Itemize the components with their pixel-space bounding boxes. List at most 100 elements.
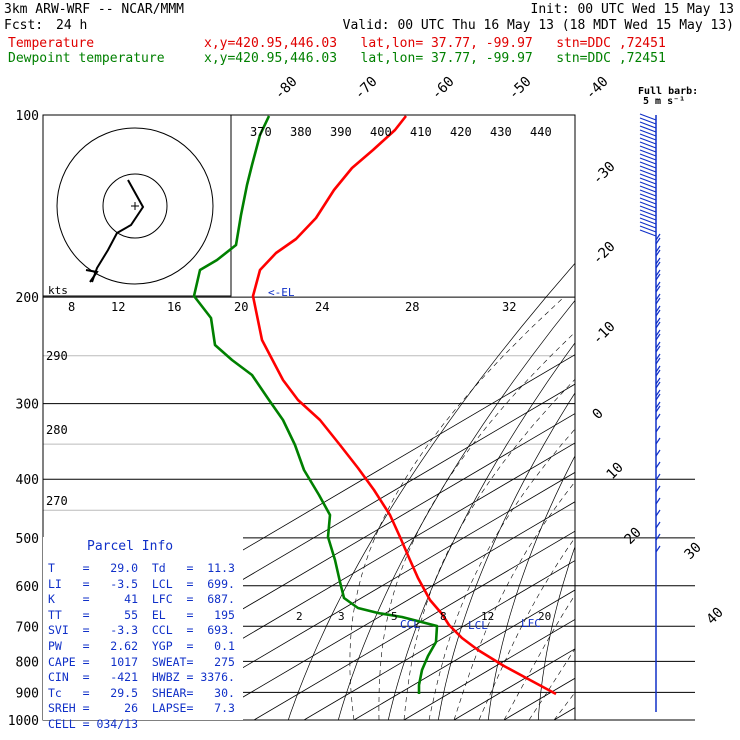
wind-barb	[639, 165, 657, 173]
wind-barb	[655, 401, 661, 409]
moist-adiabat	[403, 378, 575, 720]
isotherm-label: -70	[352, 74, 381, 103]
moist-adiabat	[579, 297, 740, 720]
wind-barb	[655, 257, 661, 265]
hodograph-arrow	[85, 269, 99, 283]
pressure-tick-label: 500	[16, 532, 39, 547]
pressure-tick-label: 300	[16, 398, 39, 413]
isotherm-label: -50	[506, 74, 535, 103]
wind-barb	[655, 245, 661, 253]
wind-barb	[639, 197, 657, 205]
dry-adiabat	[733, 115, 740, 720]
hodograph-speed-label: 16	[167, 300, 181, 314]
wind-barb	[639, 121, 657, 129]
wind-barb	[639, 185, 657, 193]
wind-barb	[655, 369, 661, 377]
wind-barb	[639, 193, 657, 201]
isotherm-label: -30	[590, 159, 619, 188]
wind-barb	[639, 157, 657, 165]
location-info-dew: x,y=420.95,446.03 lat,lon= 37.77, -99.97…	[204, 51, 666, 66]
wind-barb	[655, 333, 661, 341]
wind-barb	[655, 321, 661, 329]
wind-barb	[639, 129, 657, 137]
wind-barb	[639, 169, 657, 177]
parcel-info-title: Parcel Info	[87, 539, 174, 554]
wind-barb	[639, 189, 657, 197]
wind-barb	[655, 269, 661, 277]
wind-barb	[639, 221, 657, 229]
hodograph-units: kts	[48, 284, 68, 297]
theta-label: 370	[250, 125, 272, 139]
legend-dewpoint: Dewpoint temperature	[8, 51, 165, 66]
isotherm-line	[553, 707, 575, 720]
temperature-curve	[251, 115, 557, 696]
hodograph-speed-label: 8	[68, 300, 75, 314]
legend-temperature: Temperature	[8, 36, 95, 51]
moist-adiabat	[553, 691, 575, 720]
wind-barb	[655, 261, 661, 269]
theta-label: 410	[410, 125, 432, 139]
dry-adiabat	[588, 115, 740, 720]
dry-adiabat	[487, 455, 575, 720]
mixing-ratio-label: 2	[296, 610, 303, 623]
parcel-param-row: TT = 55 EL = 195	[48, 607, 235, 622]
hodograph-speed-label: 28	[405, 300, 419, 314]
isotherm-line	[654, 115, 740, 720]
theta-label: 430	[490, 125, 512, 139]
hodograph-speed-label: 20	[234, 300, 248, 314]
hodograph-ring-outer	[56, 127, 214, 285]
wind-legend-label: Full barb:	[638, 86, 698, 97]
wind-barb	[639, 229, 657, 237]
hodograph-ring-inner	[102, 173, 168, 239]
wind-barb	[655, 281, 661, 289]
wind-barb	[655, 449, 661, 457]
isotherm-label: 0	[590, 406, 607, 423]
wind-barb	[655, 305, 661, 313]
level-label-el: <-EL	[268, 286, 295, 299]
isotherm-line	[153, 471, 575, 720]
dry-adiabat	[337, 299, 575, 720]
wind-barb	[655, 533, 661, 541]
parcel-param-row: LI = -3.5 LCL = 699.	[48, 576, 235, 591]
pressure-tick-label: 800	[16, 655, 39, 670]
isotherm-label: -20	[590, 239, 619, 268]
wind-barb	[655, 273, 661, 281]
wind-barb	[639, 149, 657, 157]
wind-barb	[655, 473, 661, 481]
wind-barb	[655, 389, 661, 397]
wind-barb	[655, 393, 661, 401]
wind-barb	[655, 461, 661, 469]
pressure-tick-label: 200	[16, 291, 39, 306]
mixing-ratio-label: 8	[440, 610, 447, 623]
wind-barb	[655, 357, 661, 365]
isotherm-label: 20	[622, 525, 645, 548]
wind-barb	[639, 225, 657, 233]
pressure-tick-label: 700	[16, 620, 39, 635]
dry-adiabat	[638, 115, 740, 720]
wind-barb	[655, 285, 661, 293]
pressure-tick-label: 1000	[8, 714, 39, 729]
parcel-param-row: T = 29.0 Td = 11.3	[48, 561, 235, 575]
model-title: 3km ARW-WRF -- NCAR/MMM	[4, 2, 185, 17]
isotherm-label: 40	[704, 605, 727, 628]
wind-barb	[655, 405, 661, 413]
hodograph-speed-label: 24	[315, 300, 329, 314]
wind-barb	[655, 437, 661, 445]
wind-barb	[655, 293, 661, 301]
wind-barb	[655, 413, 661, 421]
moist-adiabat	[478, 537, 575, 720]
wind-barb	[639, 125, 657, 133]
parcel-param-row: SVI = -3.3 CCL = 693.	[48, 623, 235, 638]
parcel-param-row: PW = 2.62 YGP = 0.1	[48, 639, 235, 653]
dry-adiabat	[537, 545, 575, 720]
level-label-lfc: LFC	[521, 617, 541, 630]
plot-frame	[42, 114, 576, 721]
wind-barb	[655, 309, 661, 317]
wind-barb	[655, 329, 661, 337]
hodograph-center-mark	[131, 202, 139, 210]
theta-label: 420	[450, 125, 472, 139]
wind-barb	[639, 133, 657, 141]
isotherm-label: -60	[429, 74, 458, 103]
isotherm-label: 30	[682, 540, 705, 563]
